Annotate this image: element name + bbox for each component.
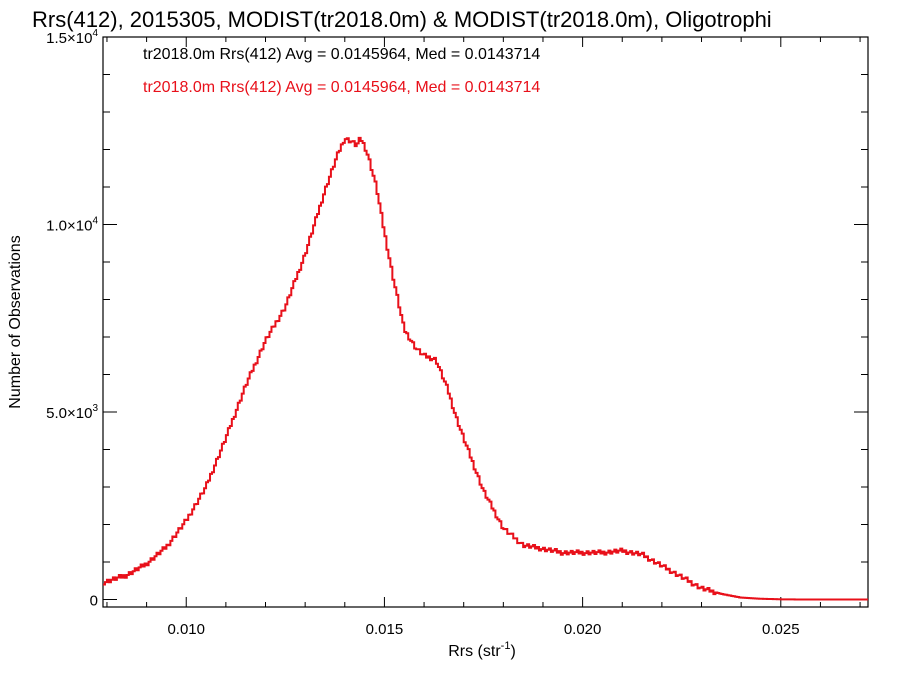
chart-title: Rrs(412), 2015305, MODIST(tr2018.0m) & M… bbox=[32, 7, 772, 32]
annotation-red: tr2018.0m Rrs(412) Avg = 0.0145964, Med … bbox=[143, 79, 540, 96]
annotation-black: tr2018.0m Rrs(412) Avg = 0.0145964, Med … bbox=[143, 46, 540, 63]
x-axis-ticks: 0.010 0.015 0.020 0.025 bbox=[106, 37, 861, 638]
y-tick-label: 5.0×103 bbox=[46, 403, 98, 422]
y-tick-label: 1.0×104 bbox=[46, 216, 98, 235]
x-tick-label: 0.015 bbox=[366, 621, 404, 638]
y-tick-label: 0 bbox=[90, 593, 98, 610]
x-tick-label: 0.025 bbox=[762, 621, 800, 638]
y-axis-label: Number of Observations bbox=[7, 235, 24, 408]
y-axis-ticks: 0 5.0×103 1.0×104 1.5×104 bbox=[46, 28, 868, 610]
series-layer bbox=[103, 136, 868, 601]
plot-frame bbox=[102, 36, 869, 608]
x-axis-label: Rrs (str-1) bbox=[448, 640, 516, 660]
y-tick-label: 1.5×104 bbox=[46, 28, 98, 47]
series-line-0 bbox=[103, 136, 868, 601]
x-tick-label: 0.020 bbox=[564, 621, 602, 638]
x-tick-label: 0.010 bbox=[167, 621, 205, 638]
